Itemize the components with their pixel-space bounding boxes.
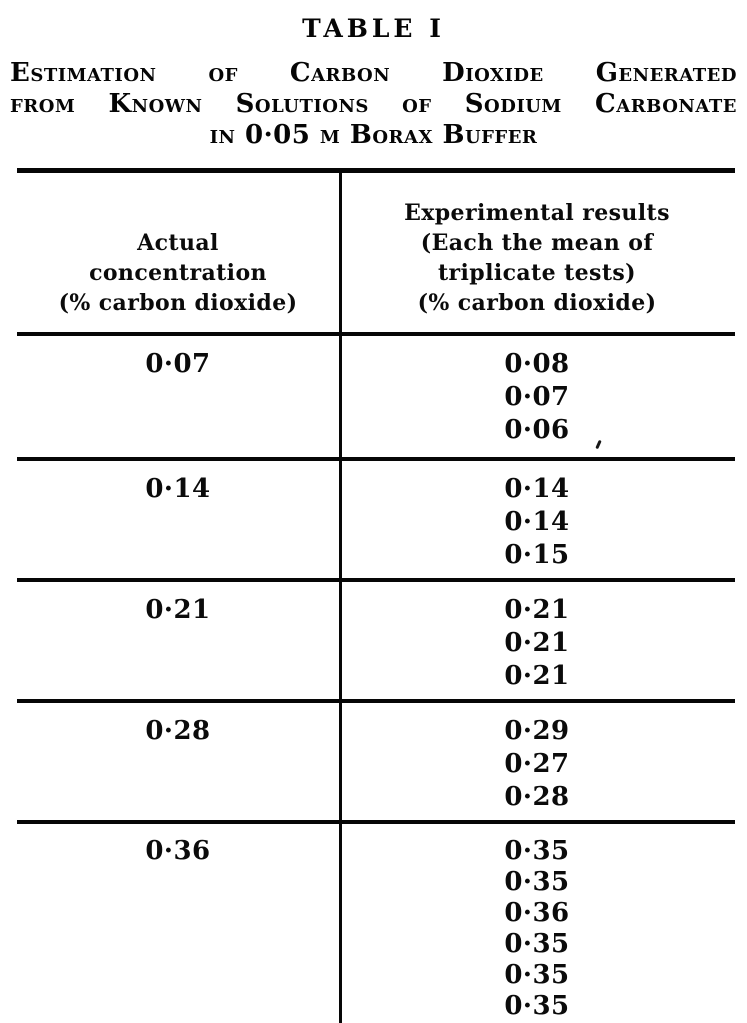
column-divider-line [339,168,342,1023]
result-value: 0·35 [504,960,570,990]
header-line: (Each the mean of [420,230,654,256]
result-value: 0·35 [504,836,570,866]
result-value: 0·28 [504,782,570,812]
table-row: 0·28 0·29 0·27 0·28 [17,703,735,824]
header-line: (% carbon dioxide) [58,290,298,316]
table-row: 0·36 0·35 0·35 0·36 0·35 0·35 0·35 [17,824,735,1023]
result-value: 0·14 [504,474,570,504]
actual-value: 0·14 [145,474,211,504]
actual-value: 0·36 [145,836,211,866]
result-value: 0·35 [504,991,570,1021]
table-row: 0·14 0·14 0·14 0·15 [17,461,735,582]
header-line: Experimental results [404,200,670,226]
result-value: 0·21 [504,628,570,658]
header-line: triplicate tests) [438,260,636,286]
result-value: 0·15 [504,540,570,570]
header-actual-concentration: Actual concentration (% carbon dioxide) [17,173,339,332]
result-value: 0·35 [504,929,570,959]
actual-value: 0·07 [145,349,211,379]
result-value: 0·36 [504,898,570,928]
table-row: 0·21 0·21 0·21 0·21 [17,582,735,703]
actual-value: 0·21 [145,595,211,625]
actual-concentration-cell: 0·21 [17,582,339,699]
table-top-rule [17,168,735,173]
result-value: 0·14 [504,507,570,537]
result-value: 0·35 [504,867,570,897]
header-experimental-results: Experimental results (Each the mean of t… [339,173,735,332]
experimental-results-cell: 0·35 0·35 0·36 0·35 0·35 0·35 [339,824,735,1023]
experimental-results-cell: 0·21 0·21 0·21 [339,582,735,699]
actual-concentration-cell: 0·36 [17,824,339,1023]
result-value: 0·08 [504,349,570,379]
table-row: 0·07 0·08 0·07 0·06 [17,336,735,461]
caption-line-2: from Known Solutions of Sodium Carbonate [10,89,737,119]
caption-line-3: in 0·05 m Borax Buffer [209,120,538,150]
header-line: Actual [137,230,219,256]
actual-concentration-cell: 0·14 [17,461,339,578]
result-value: 0·21 [504,595,570,625]
header-line: (% carbon dioxide) [417,290,657,316]
actual-concentration-cell: 0·28 [17,703,339,820]
result-value: 0·27 [504,749,570,779]
experimental-results-cell: 0·29 0·27 0·28 [339,703,735,820]
table-title: TABLE I [302,14,445,43]
actual-value: 0·28 [145,716,211,746]
experimental-results-cell: 0·14 0·14 0·15 [339,461,735,578]
result-value: 0·06 [504,415,570,445]
actual-concentration-cell: 0·07 [17,336,339,457]
caption-line-1: Estimation of Carbon Dioxide Generated [10,58,737,88]
table-header-row: Actual concentration (% carbon dioxide) … [17,173,735,336]
result-value: 0·29 [504,716,570,746]
result-value: 0·21 [504,661,570,691]
experimental-results-cell: 0·08 0·07 0·06 [339,336,735,457]
header-line: concentration [89,260,267,286]
table-caption: Estimation of Carbon Dioxide Generated from K… [10,58,737,151]
result-value: 0·07 [504,382,570,412]
